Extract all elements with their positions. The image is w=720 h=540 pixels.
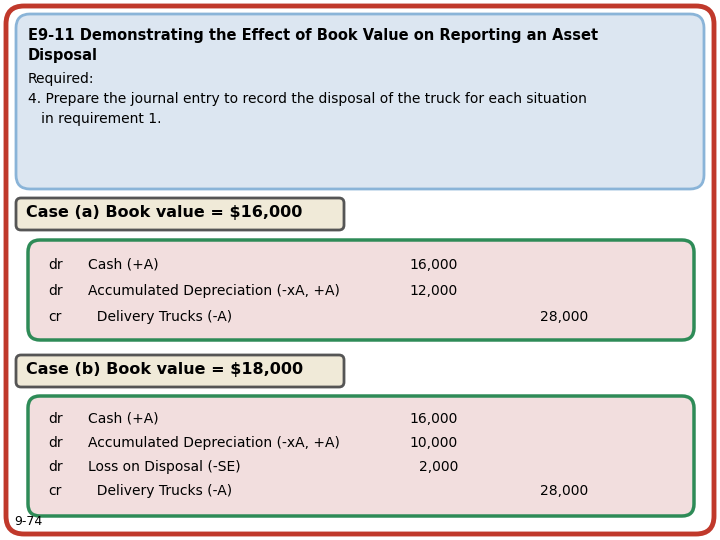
Text: Cash (+A): Cash (+A) [88,412,158,426]
FancyBboxPatch shape [28,240,694,340]
Text: 16,000: 16,000 [410,412,458,426]
Text: Delivery Trucks (-A): Delivery Trucks (-A) [88,484,232,498]
Text: 10,000: 10,000 [410,436,458,450]
Text: Required:: Required: [28,72,94,86]
Text: dr: dr [48,284,63,298]
Text: 9-74: 9-74 [14,515,42,528]
Text: Cash (+A): Cash (+A) [88,258,158,272]
FancyBboxPatch shape [6,6,714,534]
Text: Delivery Trucks (-A): Delivery Trucks (-A) [88,310,232,324]
Text: Accumulated Depreciation (-xA, +A): Accumulated Depreciation (-xA, +A) [88,436,340,450]
FancyBboxPatch shape [16,355,344,387]
Text: Case (b) Book value = $18,000: Case (b) Book value = $18,000 [26,362,303,377]
Text: dr: dr [48,258,63,272]
Text: cr: cr [48,310,61,324]
Text: dr: dr [48,436,63,450]
Text: in requirement 1.: in requirement 1. [28,112,161,126]
Text: 16,000: 16,000 [410,258,458,272]
Text: 2,000: 2,000 [418,460,458,474]
Text: 12,000: 12,000 [410,284,458,298]
Text: 28,000: 28,000 [540,484,588,498]
Text: E9-11 Demonstrating the Effect of Book Value on Reporting an Asset: E9-11 Demonstrating the Effect of Book V… [28,28,598,43]
Text: dr: dr [48,460,63,474]
Text: Loss on Disposal (-SE): Loss on Disposal (-SE) [88,460,240,474]
Text: 28,000: 28,000 [540,310,588,324]
FancyBboxPatch shape [16,14,704,189]
Text: Disposal: Disposal [28,48,98,63]
FancyBboxPatch shape [16,198,344,230]
Text: 4. Prepare the journal entry to record the disposal of the truck for each situat: 4. Prepare the journal entry to record t… [28,92,587,106]
Text: dr: dr [48,412,63,426]
Text: cr: cr [48,484,61,498]
Text: Accumulated Depreciation (-xA, +A): Accumulated Depreciation (-xA, +A) [88,284,340,298]
Text: Case (a) Book value = $16,000: Case (a) Book value = $16,000 [26,205,302,220]
FancyBboxPatch shape [28,396,694,516]
